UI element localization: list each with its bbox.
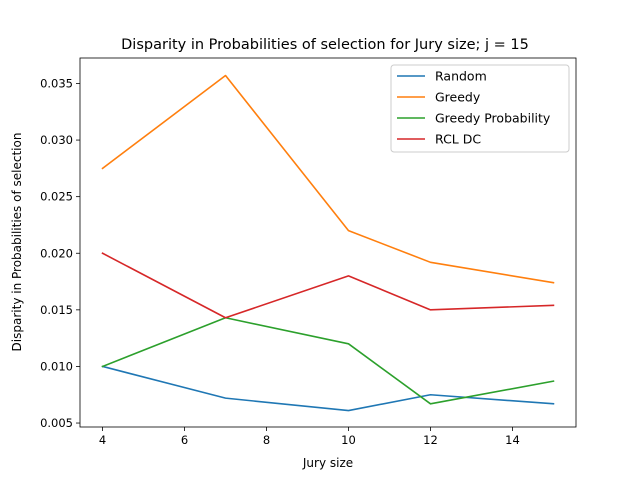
plot-frame bbox=[79, 57, 577, 428]
x-tick-label: 8 bbox=[263, 433, 270, 447]
series-line-greedy-probability bbox=[101, 316, 555, 405]
legend-frame bbox=[390, 64, 570, 153]
y-tick-label: 0.005 bbox=[40, 416, 73, 430]
series-line-random bbox=[101, 365, 555, 412]
x-tick-label: 10 bbox=[341, 433, 356, 447]
legend-label: Greedy bbox=[435, 90, 481, 105]
y-axis: 0.005 0.010 0.015 0.020 0.025 0.030 0.035 bbox=[40, 76, 80, 430]
y-tick-label: 0.015 bbox=[40, 303, 73, 317]
y-tick-label: 0.035 bbox=[40, 76, 73, 90]
chart-title: Disparity in Probabilities of selection … bbox=[121, 37, 529, 53]
legend: Random Greedy Greedy Probability RCL DC bbox=[390, 64, 570, 153]
x-tick-label: 4 bbox=[99, 433, 106, 447]
legend-label: Greedy Probability bbox=[435, 111, 551, 126]
x-tick-label: 14 bbox=[505, 433, 520, 447]
y-tick-label: 0.010 bbox=[40, 359, 73, 373]
y-tick-label: 0.030 bbox=[40, 133, 73, 147]
x-tick-label: 6 bbox=[181, 433, 188, 447]
legend-label: RCL DC bbox=[435, 132, 481, 147]
y-tick-label: 0.025 bbox=[40, 190, 73, 204]
series-line-rcl-dc bbox=[101, 252, 555, 319]
legend-items: Random Greedy Greedy Probability RCL DC bbox=[397, 69, 551, 147]
x-tick-label: 12 bbox=[423, 433, 438, 447]
series-line-greedy bbox=[101, 74, 555, 284]
y-tick-label: 0.020 bbox=[40, 246, 73, 260]
y-axis-label: Disparity in Probabilities of selection bbox=[10, 133, 24, 352]
x-axis: 4 6 8 10 12 14 bbox=[99, 427, 520, 447]
legend-label: Random bbox=[435, 69, 487, 84]
series-layer bbox=[101, 74, 555, 412]
x-axis-label: Jury size bbox=[302, 456, 353, 470]
